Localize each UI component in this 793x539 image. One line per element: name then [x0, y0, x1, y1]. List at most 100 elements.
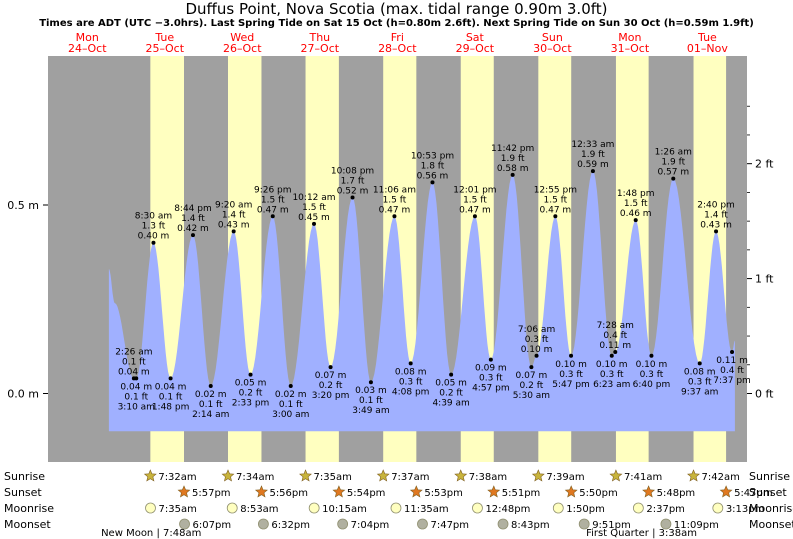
sunset-time-label: 5:48pm	[657, 488, 696, 499]
tide-extremum-label: 8:44 pm	[174, 204, 212, 214]
tide-extremum-point	[248, 372, 253, 377]
tide-extremum-label: 0.1 ft	[279, 400, 303, 410]
sun-star-icon	[609, 469, 623, 482]
moonset-time-label: 8:43pm	[511, 520, 550, 531]
tide-extremum-label: 0.10 m	[555, 360, 587, 370]
tide-extremum-label: 1.9 ft	[501, 154, 525, 164]
tide-extremum-label: 0.2 ft	[239, 389, 263, 399]
moonrise-time-label: 10:15am	[322, 504, 367, 515]
tide-extremum-label: 1.7 ft	[341, 176, 365, 186]
moonrise-icon	[472, 502, 483, 514]
y-right-tick-label: 0 ft	[755, 388, 774, 401]
moonset-time-label: 7:47pm	[430, 520, 469, 531]
tide-extremum-label: 1.4 ft	[181, 214, 205, 224]
sunrise-time-label: 7:42am	[702, 472, 740, 483]
sunrise-time-label: 7:35am	[314, 472, 352, 483]
tide-extremum-label: 0.10 m	[521, 345, 553, 355]
tide-extremum-label: 1:26 am	[655, 148, 692, 158]
tide-extremum-label: 8:30 am	[135, 212, 172, 222]
tide-extremum-label: 5:30 am	[513, 391, 550, 401]
sunset-time-label: 5:47pm	[734, 488, 773, 499]
tide-area	[108, 171, 735, 432]
tide-extremum-label: 0.43 m	[700, 220, 732, 230]
tide-extremum-label: 1.9 ft	[661, 158, 685, 168]
day-label-date: 24–Oct	[68, 42, 107, 55]
moonrise-time-label: 8:53am	[240, 504, 278, 515]
sunset-time-label: 5:56pm	[269, 488, 308, 499]
moonset-time-label: 9:51pm	[592, 520, 631, 531]
tide-extremum-point	[633, 218, 638, 223]
tide-extremum-label: 0.1 ft	[122, 357, 146, 367]
chart-subtitle: Times are ADT (UTC −3.0hrs). Last Spring…	[39, 18, 754, 29]
day-label-dow: Wed	[230, 31, 254, 44]
moonrise-icon	[712, 502, 724, 514]
tide-extremum-label: 1:48 pm	[617, 189, 655, 199]
tide-extremum-label: 12:01 pm	[453, 185, 496, 195]
moonrise-time-label: 11:35am	[404, 504, 449, 515]
sunset-time-label: 5:54pm	[347, 488, 386, 499]
tide-extremum-label: 3:49 am	[352, 406, 389, 416]
sunset-time-label: 5:53pm	[424, 488, 463, 499]
tide-extremum-label: 7:37 pm	[713, 376, 751, 386]
tide-extremum-label: 0.47 m	[257, 205, 289, 215]
tide-extremum-label: 0.56 m	[417, 171, 449, 181]
tide-extremum-label: 0.08 m	[684, 367, 716, 377]
tide-extremum-label: 12:33 am	[571, 140, 614, 150]
day-label-date: 27–Oct	[301, 42, 340, 55]
tide-extremum-point	[270, 214, 275, 219]
day-label-date: 29–Oct	[456, 42, 495, 55]
tide-extremum-label: 0.1 ft	[124, 392, 148, 402]
moonrise-icon	[226, 502, 238, 514]
tide-extremum-label: 0.42 m	[177, 224, 209, 234]
tide-extremum-label: 0.2 ft	[439, 389, 463, 399]
tide-extremum-label: 3:10 am	[118, 402, 155, 412]
sunset-star-icon	[487, 485, 501, 498]
moonset-time-label: 7:04pm	[351, 520, 390, 531]
tide-extremum-point	[472, 214, 477, 219]
sunrise-time-label: 7:39am	[546, 472, 584, 483]
day-label-dow: Sun	[542, 31, 563, 44]
tide-extremum-label: 0.1 ft	[199, 400, 223, 410]
row-label-sunrise-left: Sunrise	[4, 470, 45, 483]
tide-extremum-point	[510, 172, 515, 177]
tide-extremum-point	[534, 353, 539, 358]
tide-extremum-point	[151, 240, 156, 245]
tide-extremum-label: 11:06 am	[373, 185, 416, 195]
tide-extremum-label: 0.3 ft	[688, 377, 712, 387]
tide-extremum-label: 6:23 am	[593, 380, 630, 390]
tide-extremum-label: 0.46 m	[620, 209, 652, 219]
row-label-sunset-right: Sunset	[749, 486, 787, 499]
tide-extremum-label: 0.59 m	[577, 160, 609, 170]
day-label-date: 01–Nov	[687, 42, 728, 55]
sunrise-time-label: 7:41am	[624, 472, 662, 483]
chart-title: Duffus Point, Nova Scotia (max. tidal ra…	[185, 0, 608, 18]
moonset-time-label: 6:07pm	[193, 520, 232, 531]
tide-extremum-label: 3:20 pm	[312, 391, 350, 401]
tide-extremum-label: 6:40 pm	[633, 380, 671, 390]
sun-star-icon	[531, 469, 545, 482]
tide-extremum-label: 2:26 am	[115, 347, 152, 357]
sunset-star-icon	[332, 485, 346, 498]
tide-extremum-label: 1.4 ft	[222, 210, 246, 220]
tide-extremum-point	[613, 350, 618, 355]
tide-extremum-point	[231, 229, 236, 234]
day-label-dow: Tue	[154, 31, 174, 44]
moonset-time-label: 6:32pm	[271, 520, 310, 531]
day-label-dow: Thu	[308, 31, 330, 44]
tide-extremum-point	[590, 169, 595, 174]
tide-extremum-label: 0.11 m	[599, 341, 631, 351]
moonrise-icon	[145, 502, 156, 514]
day-label-dow: Sat	[466, 31, 485, 44]
sunset-time-label: 5:50pm	[579, 488, 618, 499]
sunset-star-icon	[409, 485, 423, 498]
day-label-date: 26–Oct	[223, 42, 262, 55]
tide-extremum-label: 1.8 ft	[421, 161, 445, 171]
tide-extremum-label: 1.5 ft	[302, 203, 326, 213]
tide-extremum-label: 0.3 ft	[600, 370, 624, 380]
sunrise-time-label: 7:34am	[236, 472, 274, 483]
moonrise-time-label: 12:48pm	[485, 504, 530, 515]
tide-extremum-point	[408, 361, 413, 366]
sunset-star-icon	[254, 485, 268, 498]
tide-extremum-point	[449, 372, 454, 377]
